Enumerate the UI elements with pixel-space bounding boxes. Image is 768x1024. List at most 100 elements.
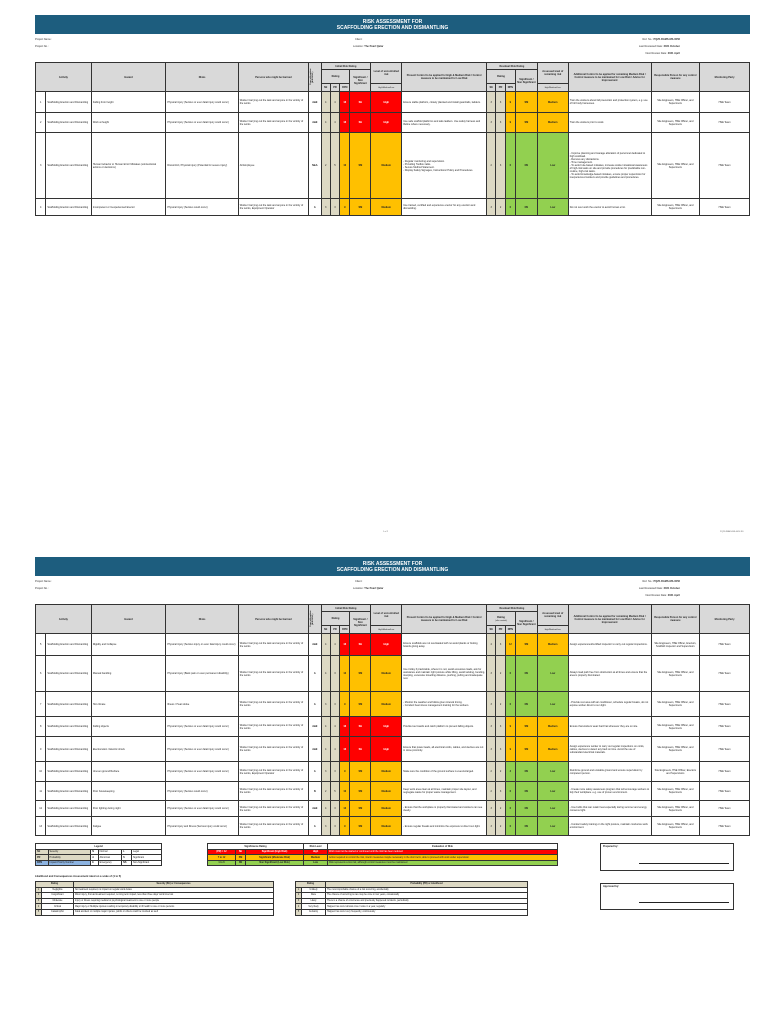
- next-review-field: Next Review Date: 2021 April: [645, 52, 680, 55]
- title-banner: RISK ASSESSMENT FOR SCAFFOLDING ERECTION…: [35, 15, 750, 34]
- assessed-level-cell: Low: [536, 198, 569, 216]
- ref-field: Ref. No.: PQ25-RAMS-MS-0056: [642, 580, 680, 583]
- level-cell: Medium: [370, 781, 403, 801]
- col-assessed: Assessed level of remaining risk: [536, 604, 569, 626]
- residual-se-cell: 3: [486, 800, 497, 817]
- pr-cell: 5: [329, 781, 341, 801]
- residual-pr-cell: 3: [495, 781, 506, 801]
- cons-cell: A&E: [308, 112, 322, 133]
- footer-ref: PQ25-RAMS-MS-0056 R0: [720, 531, 744, 533]
- monitoring-cell: HSE Team: [699, 91, 750, 113]
- se-cell: 3: [320, 761, 331, 782]
- se-cell: 4: [320, 800, 331, 817]
- col-additional: Additional Control to be applied for rem…: [567, 604, 652, 634]
- residual-pr-cell: 3: [495, 633, 506, 656]
- row-number: 12: [34, 800, 47, 817]
- se-cell: 4: [320, 655, 331, 692]
- monitoring-cell: HSE Team: [699, 198, 750, 216]
- monitoring-cell: HSE Team: [699, 691, 750, 717]
- col-rating: Rating: [320, 69, 351, 84]
- prepared-by-box[interactable]: Prepared by:: [600, 843, 734, 871]
- risks-cell: Physical injury (Serious or even fatal i…: [165, 91, 239, 113]
- persons-cell: Worker Carrying out the task and anyone …: [237, 91, 310, 113]
- col-r-hml: High/Medium/Low: [536, 625, 569, 634]
- residual-rpn-cell: 9: [504, 91, 517, 113]
- persons-cell: Worker Carrying out the task and anyone …: [237, 198, 310, 216]
- activity-cell: Scaffolding Erection and Dismantling: [45, 198, 92, 216]
- significance-cell: SH: [349, 716, 372, 737]
- monitoring-cell: HSE Team: [699, 112, 750, 133]
- row-number: 4: [34, 198, 47, 216]
- residual-significance-cell: NS: [515, 198, 538, 216]
- col-rpn: RPN: [339, 83, 351, 92]
- rpn-cell: 9: [339, 816, 351, 836]
- col-se: SE: [320, 625, 331, 634]
- activity-cell: Scaffolding Erection and Dismantling: [45, 716, 92, 737]
- cons-cell: A: [308, 816, 322, 836]
- rpn-cell: 16: [339, 736, 351, 762]
- se-cell: 4: [320, 91, 331, 113]
- col-r-pr: PR: [495, 625, 506, 634]
- next-review-field: Next Review Date: 2021 April: [645, 594, 680, 597]
- residual-se-cell: 2: [486, 132, 497, 199]
- persons-cell: Worker Carrying out the task and anyone …: [237, 781, 310, 801]
- col-level: Level of uncontrolled risk: [370, 62, 403, 84]
- ref-field: Ref. No.: PQ25-RAMS-MS-0056: [642, 38, 680, 41]
- residual-rpn-cell: 9: [504, 736, 517, 762]
- severity-label: Catastrophic: [41, 909, 74, 916]
- row-number: 3: [34, 132, 47, 199]
- title-line-1: RISK ASSESSMENT FOR: [362, 18, 423, 25]
- pr-cell: 3: [329, 816, 341, 836]
- level-cell: Medium: [370, 655, 403, 692]
- assessed-level-cell: Low: [536, 781, 569, 801]
- residual-pr-cell: 3: [495, 132, 506, 199]
- assessed-level-cell: Medium: [536, 736, 569, 762]
- severity-scale: Rating Severity (SE) or Consequences 1 Ne…: [35, 881, 274, 916]
- probability-label: Certainty: [301, 909, 326, 916]
- rpn-cell: 16: [339, 91, 351, 113]
- pr-cell: 4: [329, 91, 341, 113]
- monitoring-cell: HSE Team: [699, 633, 750, 656]
- risk-table-page-1: Activity Hazard Risks Persons who might …: [34, 62, 750, 216]
- location-field: Location: The Pearl Qatar: [353, 587, 384, 590]
- approved-by-box[interactable]: Approved by:: [600, 883, 734, 910]
- residual-rpn-cell: 9: [504, 112, 517, 133]
- project-name-label: Project Name:: [35, 38, 52, 41]
- residual-pr-cell: 3: [495, 716, 506, 737]
- residual-pr-cell: 2: [495, 816, 506, 836]
- se-cell: 2: [320, 132, 331, 199]
- significance-cell: SH: [349, 633, 372, 656]
- assessed-level-cell: Medium: [536, 112, 569, 133]
- page-2: RISK ASSESSMENT FOR SCAFFOLDING ERECTION…: [34, 557, 750, 836]
- monitoring-cell: HSE Team: [699, 736, 750, 762]
- page-number: 1 of 2: [383, 531, 389, 533]
- row-number: 6: [34, 655, 47, 692]
- title-line-2: SCAFFOLDING ERECTION AND DISMANTLING: [336, 24, 449, 31]
- level-cell: Medium: [370, 691, 403, 717]
- hazard-cell: Poor lighting during night: [90, 800, 167, 817]
- rpn-cell: 16: [339, 112, 351, 133]
- responsible-cell: Site Engineers, HSE Officer, and Supervi…: [650, 800, 701, 817]
- additional-control-cell: Do not over work the erector to avoid hu…: [567, 198, 652, 216]
- residual-rpn-cell: 4: [504, 761, 517, 782]
- cons-cell: A&E: [308, 633, 322, 656]
- pr-cell: 3: [329, 691, 341, 717]
- se-cell: 4: [320, 112, 331, 133]
- risks-cell: Physical injury (Serious or even fatal i…: [165, 716, 239, 737]
- col-r-se: SE: [486, 625, 497, 634]
- persons-cell: Worker Carrying out the task and anyone …: [237, 633, 310, 656]
- row-number: 11: [34, 781, 47, 801]
- probability-desc: Happen has occur very frequently, contin…: [325, 909, 528, 916]
- residual-pr-cell: 3: [495, 91, 506, 113]
- assessed-level-cell: Medium: [536, 633, 569, 656]
- persons-cell: Worker Carrying out the task and anyone …: [237, 691, 310, 717]
- se-cell: 3: [320, 691, 331, 717]
- present-control-cell: Make sure the condition of the ground su…: [401, 761, 488, 782]
- residual-significance-cell: NS: [515, 761, 538, 782]
- activity-cell: Scaffolding Erection and Dismantling: [45, 691, 92, 717]
- risks-cell: Physical injury (Serious injury or even …: [165, 633, 239, 656]
- assessed-level-cell: Low: [536, 132, 569, 199]
- col-cons: Cons allocation (A/E/N/S/L): [308, 62, 322, 92]
- residual-pr-cell: 2: [495, 691, 506, 717]
- residual-rpn-cell: 6: [504, 781, 517, 801]
